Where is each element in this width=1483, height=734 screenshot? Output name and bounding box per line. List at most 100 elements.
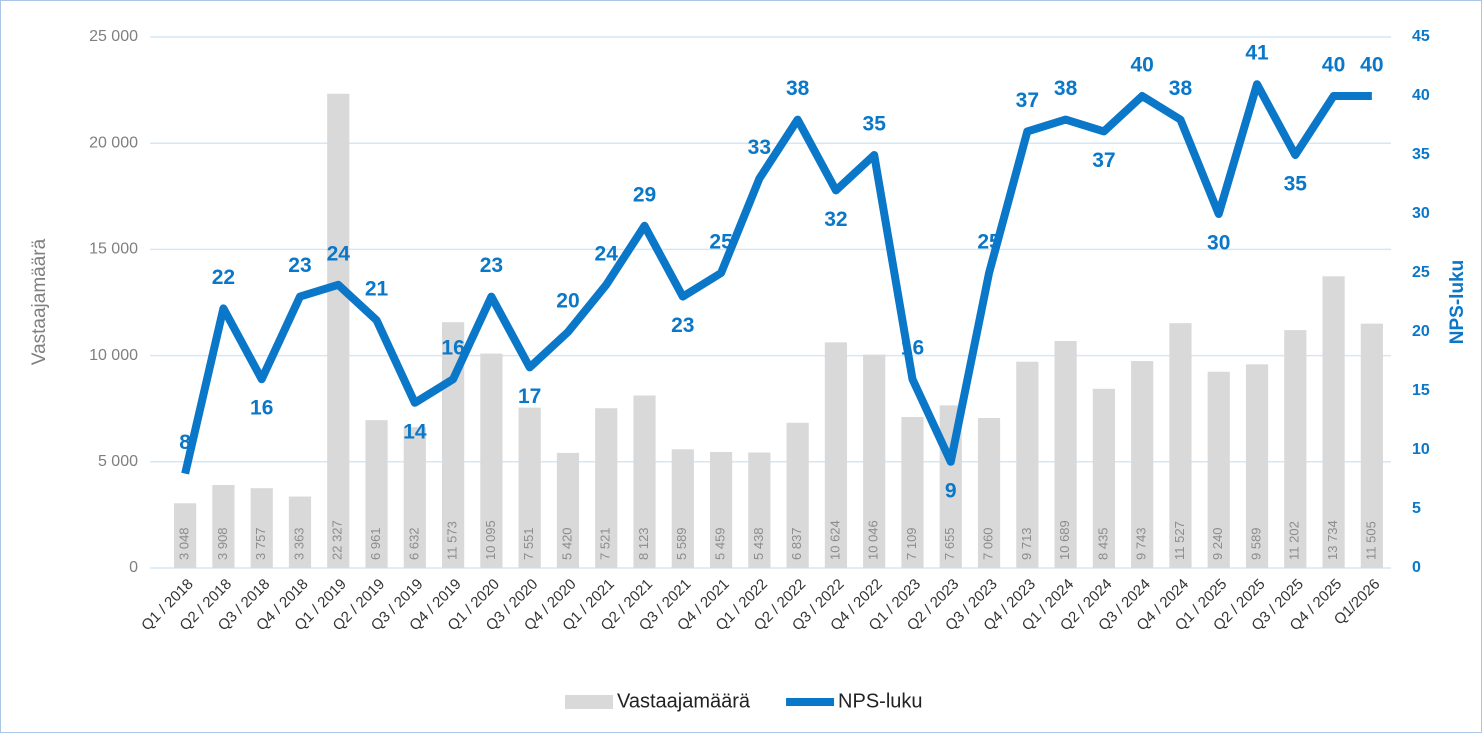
y2-tick-label: 5 [1412,500,1421,517]
bar [1169,323,1192,568]
line-value-label: 40 [1322,54,1345,77]
bar [595,408,618,568]
bar-value-label: 9 713 [1019,527,1034,560]
bar [556,452,580,568]
line-value-label: 38 [1054,77,1078,100]
y-tick-label: 25 000 [89,28,138,45]
bar-value-label: 11 505 [1363,521,1378,560]
bar [1360,323,1383,568]
line-value-label: 38 [786,77,810,100]
y2-tick-label: 45 [1412,28,1430,45]
y-tick-label: 0 [129,559,138,576]
bar-value-label: 11 202 [1287,521,1302,560]
bar-value-label: 3 048 [177,527,192,560]
bar [1207,371,1230,568]
bar-value-label: 5 438 [751,527,766,560]
bar [633,395,656,568]
bar [786,422,809,568]
bar [1131,361,1154,568]
line-value-label: 17 [518,385,541,408]
line-value-label: 24 [595,242,619,265]
line-value-label: 16 [441,337,464,360]
bar [288,496,312,568]
bar [748,452,771,568]
bar-value-label: 10 624 [827,520,842,560]
bar-value-label: 13 734 [1325,520,1340,560]
bar [709,452,733,568]
line-value-label: 23 [288,254,311,277]
bar [1016,361,1039,568]
bar-value-label: 8 435 [1095,527,1110,560]
bar-value-label: 5 589 [674,527,689,560]
bar-value-label: 7 655 [942,527,957,560]
bar-value-label: 6 837 [789,527,804,560]
line-value-label: 23 [671,314,694,337]
bar [250,488,273,568]
line-value-label: 24 [327,242,351,265]
bar-value-label: 5 420 [559,527,574,560]
bar [1054,340,1077,568]
bar-value-label: 7 109 [904,527,919,560]
bar-value-label: 3 908 [215,527,230,560]
y-tick-label: 20 000 [89,134,138,151]
bar [824,342,848,568]
y2-tick-label: 40 [1412,87,1430,104]
bar [212,484,235,568]
bar [403,427,426,568]
bar-value-label: 7 060 [980,527,995,560]
line-value-label: 32 [824,208,847,231]
line-value-label: 20 [556,290,579,313]
line-value-label: 38 [1169,77,1193,100]
bar [1245,364,1269,568]
bar-value-label: 10 689 [1057,520,1072,560]
line-value-label: 21 [365,278,389,301]
line-value-label: 22 [212,266,235,289]
bar [518,407,541,568]
line-value-label: 14 [403,420,427,443]
line-value-label: 30 [1207,232,1230,255]
line-value-label: 8 [179,431,191,454]
bar-value-label: 22 327 [330,520,345,560]
bar-value-label: 3 757 [253,527,268,560]
bar-value-label: 9 240 [1210,527,1225,560]
bar [174,503,197,568]
line [181,80,1372,475]
line-value-label: 25 [977,231,1001,254]
bar [1092,388,1115,568]
bar [671,449,694,568]
line-value-label: 35 [863,113,887,136]
bar-value-label: 10 095 [483,520,498,560]
bar-value-label: 3 363 [291,527,306,560]
bar-value-label: 6 961 [368,527,383,560]
bar [1322,276,1345,568]
y2-tick-label: 35 [1412,146,1430,163]
line-value-label: 16 [250,397,273,420]
bar [1284,330,1307,568]
bar [863,354,886,568]
line-value-label: 41 [1245,42,1269,65]
line-value-label: 40 [1360,54,1383,77]
y-tick-label: 15 000 [89,241,138,258]
line-value-label: 35 [1284,173,1308,196]
bar-value-label: 9 743 [1134,527,1149,560]
y2-tick-label: 30 [1412,205,1430,222]
line-value-label: 37 [1016,89,1039,112]
bar [327,93,350,568]
bar [365,420,388,568]
bar-value-label: 9 589 [1248,527,1263,560]
y-tick-label: 5 000 [98,453,138,470]
y2-tick-label: 15 [1412,382,1430,399]
line-value-label: 40 [1130,54,1153,77]
bar-value-label: 7 551 [521,527,536,560]
bar [977,418,1001,568]
line-value-label: 9 [945,479,957,502]
bar-value-label: 10 046 [866,520,881,560]
bar-value-label: 5 459 [713,527,728,560]
y-axis-title: Vastaajamäärä [29,238,50,365]
line-value-label: 16 [901,337,924,360]
y2-axis-title: NPS-luku [1447,260,1468,344]
y2-tick-label: 10 [1412,441,1430,458]
bar [901,417,924,568]
